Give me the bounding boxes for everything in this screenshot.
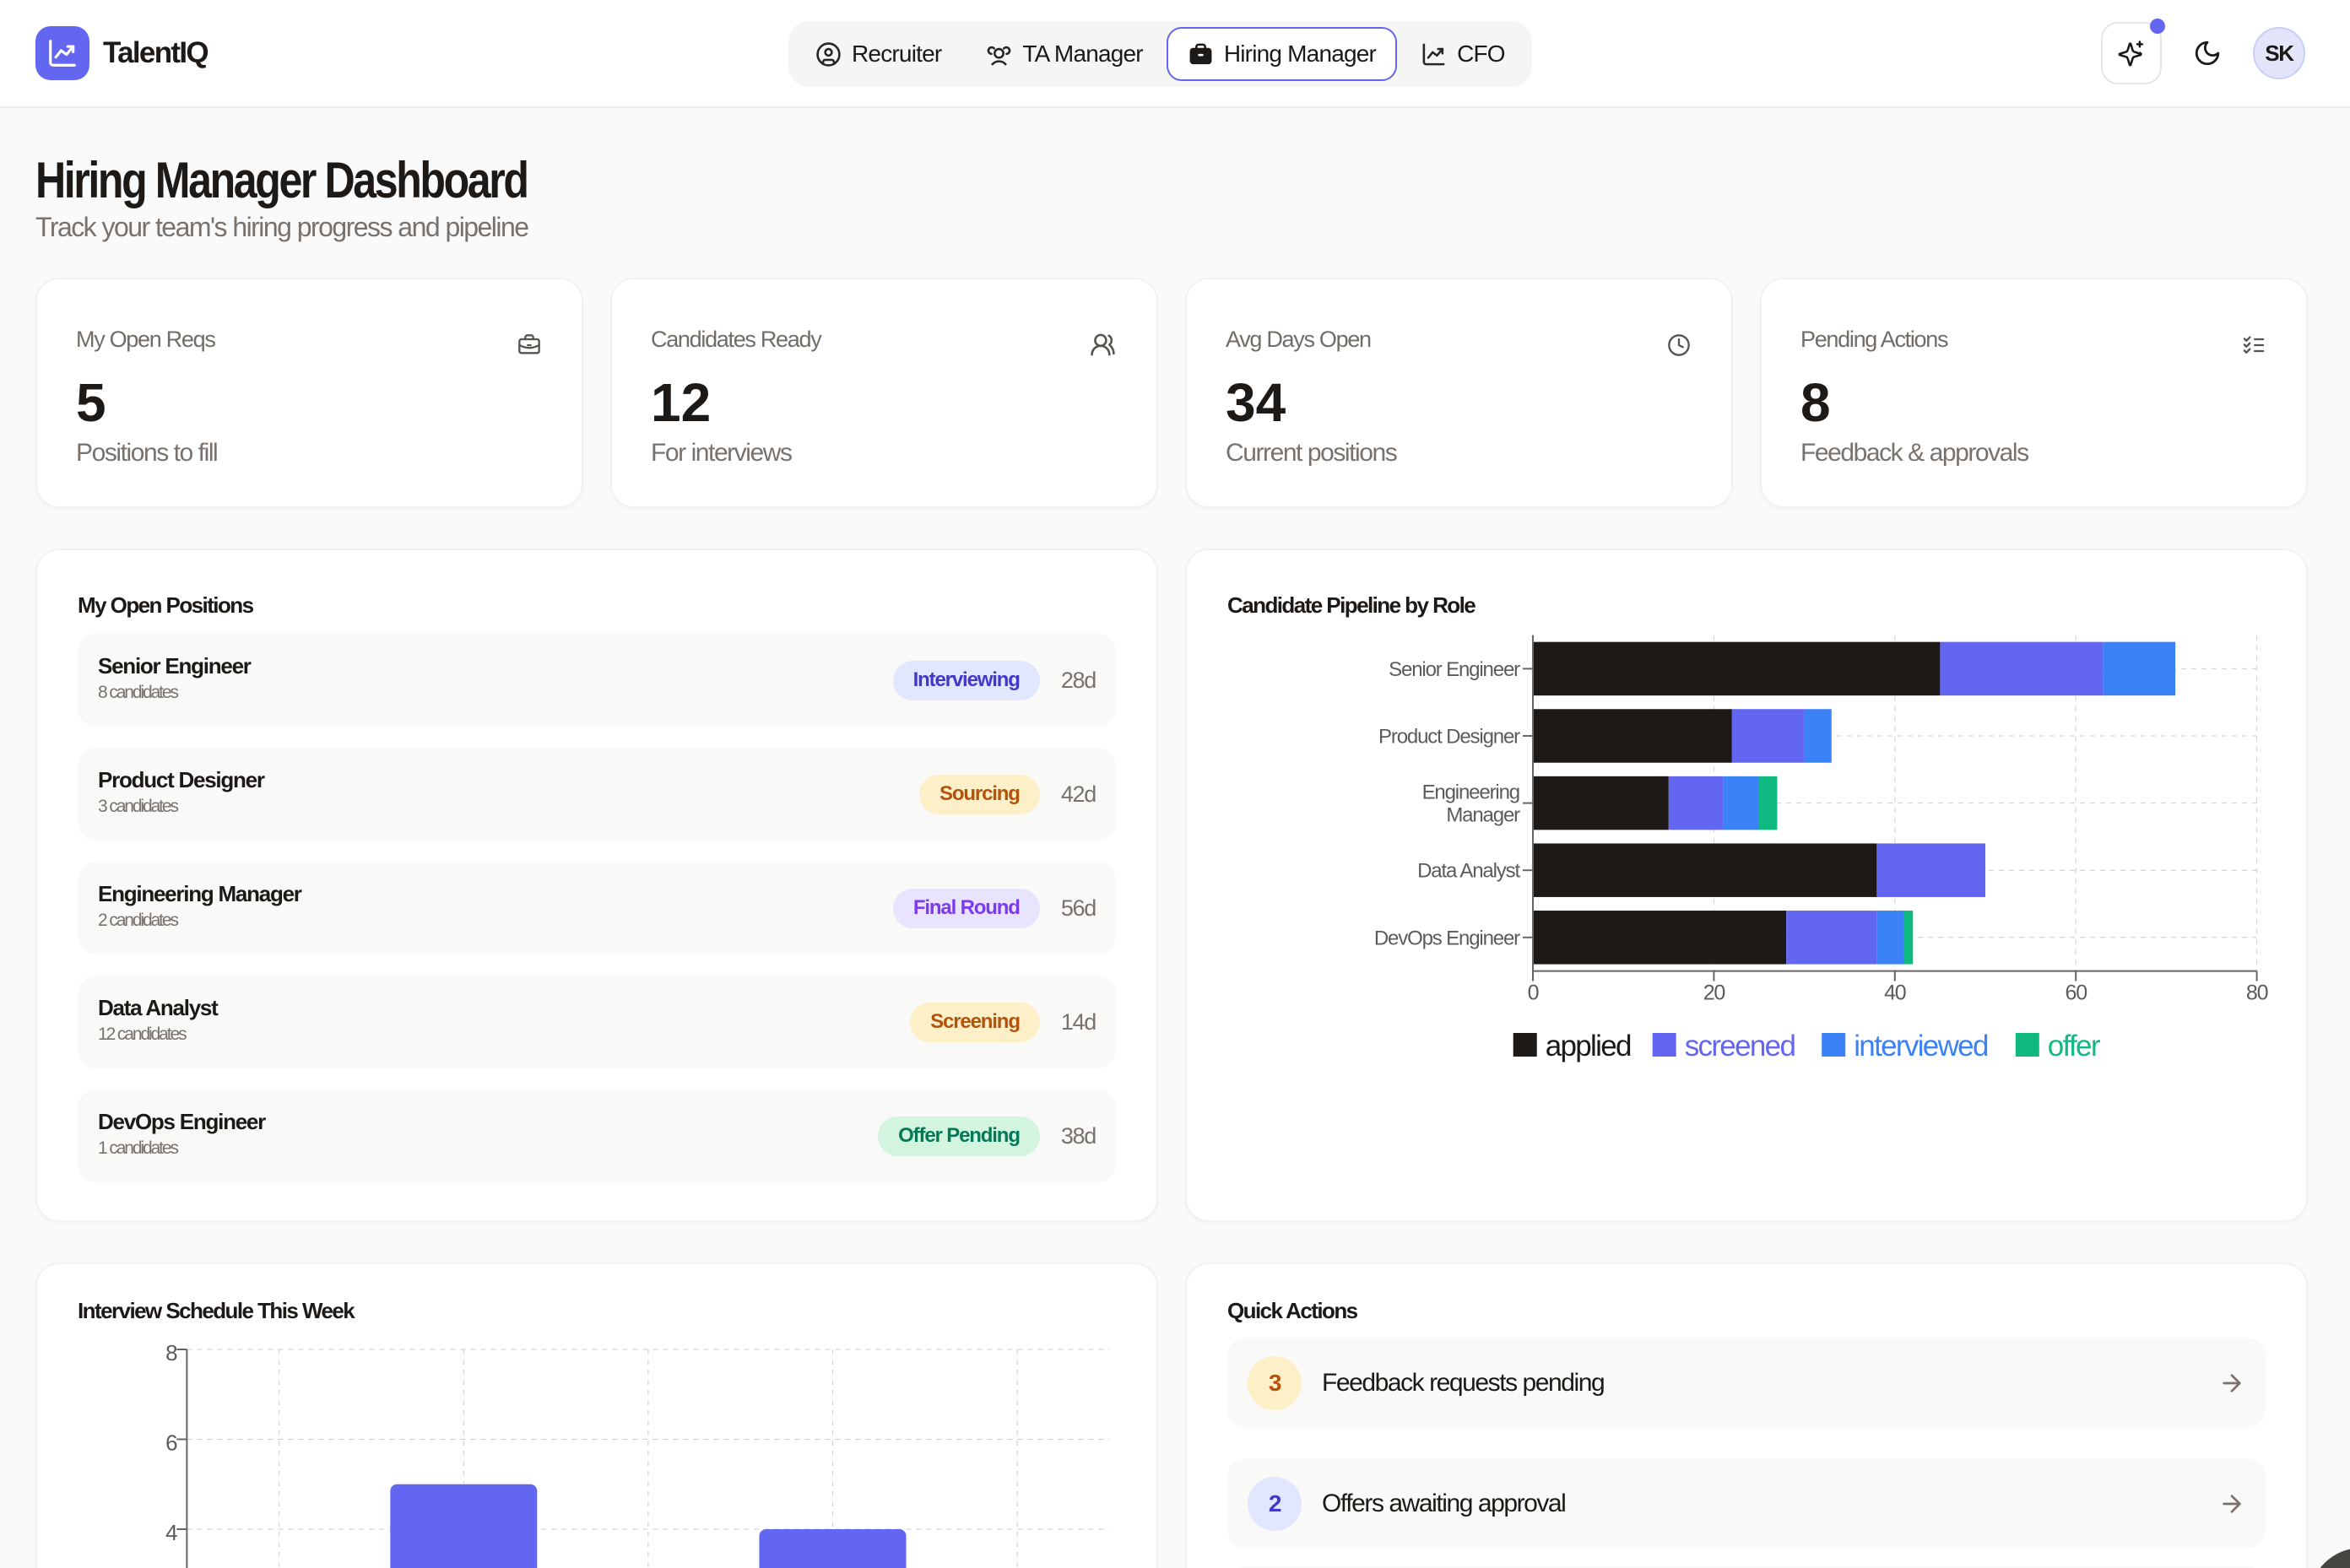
svg-text:Product Designer: Product Designer bbox=[1378, 726, 1520, 749]
svg-text:4: 4 bbox=[165, 1520, 177, 1545]
svg-text:Engineering: Engineering bbox=[1422, 781, 1519, 804]
svg-text:interviewed: interviewed bbox=[1854, 1030, 1988, 1062]
svg-text:6: 6 bbox=[165, 1430, 177, 1456]
svg-text:DevOps Engineer: DevOps Engineer bbox=[1374, 927, 1520, 949]
svg-text:screened: screened bbox=[1685, 1030, 1795, 1062]
svg-text:20: 20 bbox=[1703, 981, 1725, 1005]
svg-text:applied: applied bbox=[1546, 1030, 1631, 1062]
svg-text:Data Analyst: Data Analyst bbox=[1417, 860, 1520, 883]
svg-text:offer: offer bbox=[2048, 1030, 2101, 1062]
svg-text:8: 8 bbox=[165, 1340, 177, 1365]
svg-text:Manager: Manager bbox=[1446, 804, 1520, 827]
svg-text:60: 60 bbox=[2065, 981, 2087, 1005]
svg-text:Senior Engineer: Senior Engineer bbox=[1389, 658, 1520, 681]
svg-text:40: 40 bbox=[1884, 981, 1906, 1005]
svg-text:0: 0 bbox=[1528, 981, 1539, 1005]
svg-text:80: 80 bbox=[2246, 981, 2268, 1005]
